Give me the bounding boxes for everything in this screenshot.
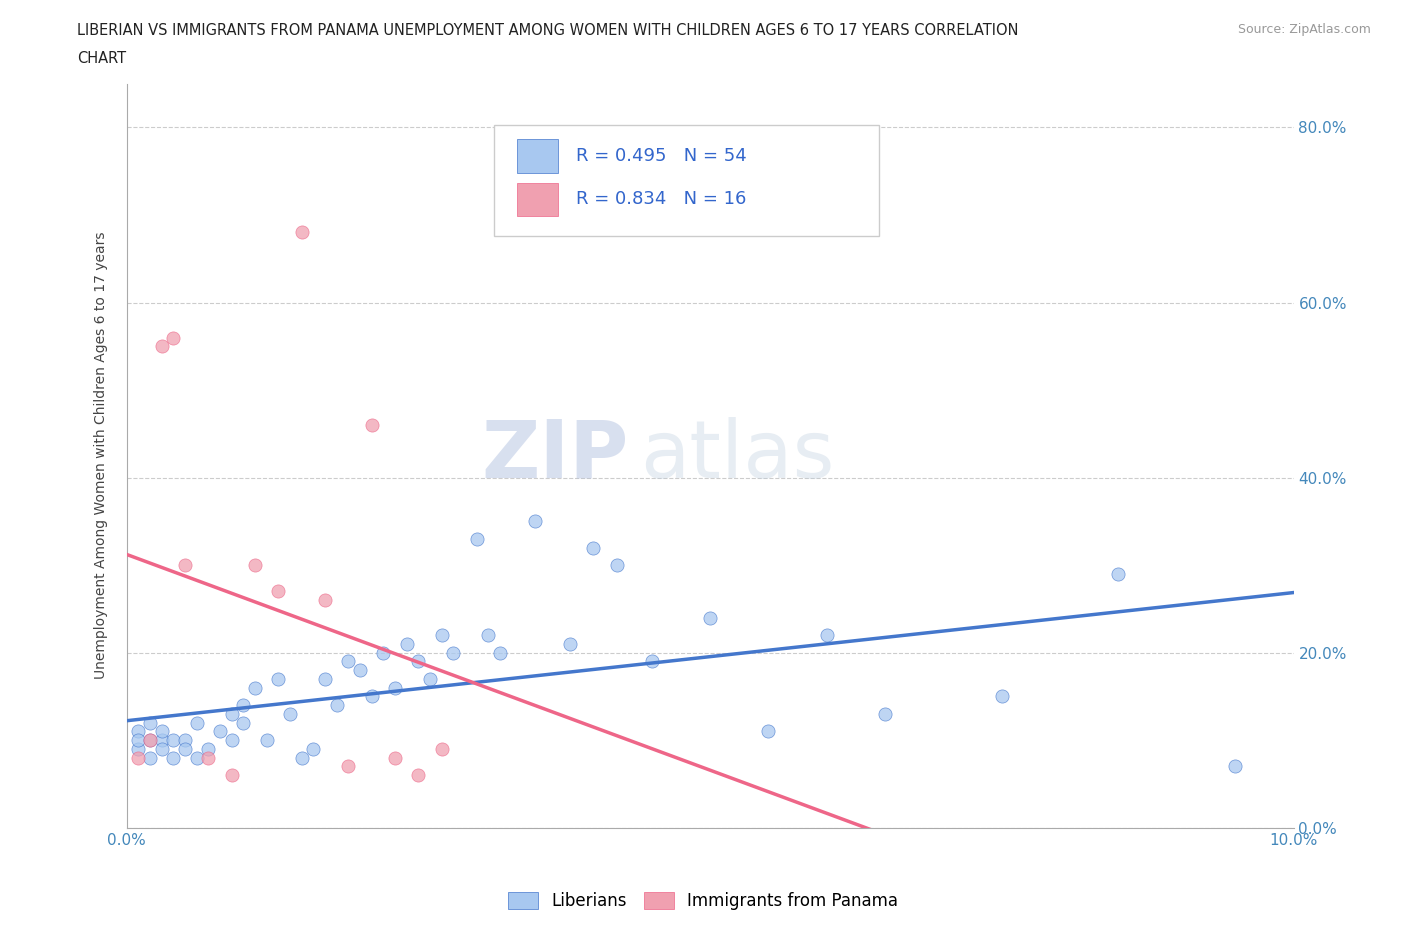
Point	[221, 733, 243, 748]
Point	[408, 768, 430, 783]
Point	[408, 654, 430, 669]
Point	[465, 531, 488, 546]
Text: R = 0.834   N = 16: R = 0.834 N = 16	[576, 190, 747, 208]
Point	[558, 636, 581, 651]
Point	[395, 636, 418, 651]
Point	[162, 733, 184, 748]
Point	[162, 751, 184, 765]
Point	[430, 628, 453, 643]
Point	[699, 610, 721, 625]
Point	[162, 330, 184, 345]
Point	[221, 707, 243, 722]
Point	[232, 715, 254, 730]
Point	[243, 558, 266, 573]
Point	[524, 514, 547, 529]
Point	[221, 768, 243, 783]
Point	[174, 741, 197, 756]
Text: R = 0.495   N = 54: R = 0.495 N = 54	[576, 147, 747, 165]
Point	[290, 225, 312, 240]
Point	[139, 751, 162, 765]
Point	[875, 707, 897, 722]
Point	[174, 558, 197, 573]
Point	[127, 733, 149, 748]
Point	[243, 680, 266, 695]
Text: CHART: CHART	[77, 51, 127, 66]
Legend: Liberians, Immigrants from Panama: Liberians, Immigrants from Panama	[502, 885, 904, 917]
Point	[139, 733, 162, 748]
Point	[337, 654, 360, 669]
Point	[150, 733, 173, 748]
Point	[582, 540, 605, 555]
Point	[337, 759, 360, 774]
Point	[256, 733, 278, 748]
Point	[990, 689, 1012, 704]
Point	[150, 741, 173, 756]
Point	[489, 645, 512, 660]
Point	[197, 741, 219, 756]
Point	[186, 751, 208, 765]
Point	[384, 751, 406, 765]
Point	[278, 707, 301, 722]
Point	[1223, 759, 1246, 774]
Point	[127, 741, 149, 756]
Point	[150, 724, 173, 738]
FancyBboxPatch shape	[517, 140, 558, 173]
FancyBboxPatch shape	[517, 182, 558, 216]
Point	[430, 741, 453, 756]
Point	[139, 715, 162, 730]
Point	[232, 698, 254, 712]
Point	[290, 751, 312, 765]
Point	[606, 558, 628, 573]
Point	[186, 715, 208, 730]
Point	[640, 654, 664, 669]
Text: atlas: atlas	[640, 417, 834, 495]
Point	[150, 339, 173, 353]
FancyBboxPatch shape	[494, 125, 879, 236]
Point	[360, 418, 382, 432]
Point	[314, 592, 336, 607]
Text: Source: ZipAtlas.com: Source: ZipAtlas.com	[1237, 23, 1371, 36]
Y-axis label: Unemployment Among Women with Children Ages 6 to 17 years: Unemployment Among Women with Children A…	[94, 232, 108, 680]
Point	[139, 733, 162, 748]
Point	[302, 741, 325, 756]
Point	[349, 663, 371, 678]
Text: LIBERIAN VS IMMIGRANTS FROM PANAMA UNEMPLOYMENT AMONG WOMEN WITH CHILDREN AGES 6: LIBERIAN VS IMMIGRANTS FROM PANAMA UNEMP…	[77, 23, 1019, 38]
Point	[477, 628, 499, 643]
Point	[314, 671, 336, 686]
Point	[127, 751, 149, 765]
Point	[384, 680, 406, 695]
Point	[208, 724, 231, 738]
Point	[267, 584, 290, 599]
Point	[815, 628, 838, 643]
Point	[756, 724, 779, 738]
Text: ZIP: ZIP	[481, 417, 628, 495]
Point	[174, 733, 197, 748]
Point	[360, 689, 382, 704]
Point	[197, 751, 219, 765]
Point	[267, 671, 290, 686]
Point	[127, 724, 149, 738]
Point	[1108, 566, 1130, 581]
Point	[325, 698, 347, 712]
Point	[373, 645, 395, 660]
Point	[441, 645, 464, 660]
Point	[419, 671, 441, 686]
